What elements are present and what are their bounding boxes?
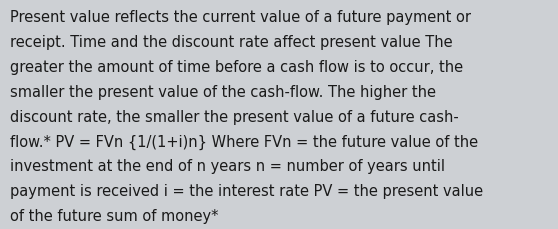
Text: smaller the present value of the cash-flow. The higher the: smaller the present value of the cash-fl… bbox=[10, 85, 436, 99]
Text: flow.* PV = FVn {1/(1+i)n} Where FVn = the future value of the: flow.* PV = FVn {1/(1+i)n} Where FVn = t… bbox=[10, 134, 478, 149]
Text: receipt. Time and the discount rate affect present value The: receipt. Time and the discount rate affe… bbox=[10, 35, 453, 50]
Text: of the future sum of money*: of the future sum of money* bbox=[10, 208, 219, 223]
Text: payment is received i = the interest rate PV = the present value: payment is received i = the interest rat… bbox=[10, 183, 483, 198]
Text: Present value reflects the current value of a future payment or: Present value reflects the current value… bbox=[10, 10, 471, 25]
Text: greater the amount of time before a cash flow is to occur, the: greater the amount of time before a cash… bbox=[10, 60, 463, 75]
Text: discount rate, the smaller the present value of a future cash-: discount rate, the smaller the present v… bbox=[10, 109, 459, 124]
Text: investment at the end of n years n = number of years until: investment at the end of n years n = num… bbox=[10, 159, 445, 174]
